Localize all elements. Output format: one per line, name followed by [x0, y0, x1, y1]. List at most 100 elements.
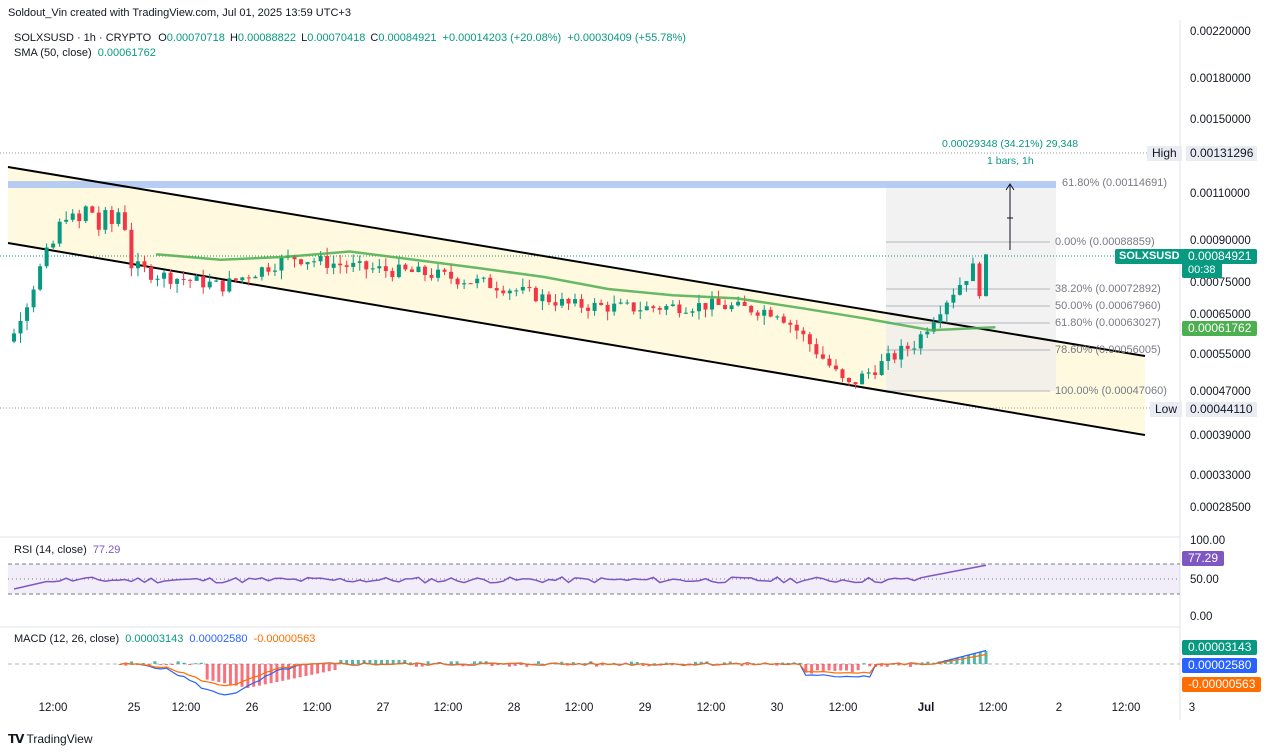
time-tick: 3 [1188, 702, 1196, 714]
change2-value: +0.00030409 (+55.78%) [567, 32, 686, 44]
candle-body [710, 298, 715, 310]
time-tick: 2 [1055, 702, 1063, 714]
candle-body [38, 266, 43, 290]
macd-histogram-bar [153, 661, 157, 664]
symbol-tag: SOLXSUSD [1115, 249, 1184, 264]
candle-body [899, 345, 904, 360]
macd-histogram-bar [699, 661, 703, 664]
macd-histogram-bar [374, 660, 378, 664]
macd-histogram-bar [897, 664, 901, 666]
macd-histogram-bar [350, 660, 354, 664]
candle-body [820, 354, 825, 359]
candle-body [240, 277, 245, 281]
candle-body [520, 286, 525, 291]
macd-histogram-bar [868, 664, 872, 667]
macd-legend[interactable]: MACD (12, 26, close) 0.00003143 0.000025… [14, 633, 315, 646]
candle-body [612, 303, 617, 312]
fib-level-label: 61.80% (0.00114691) [1062, 177, 1167, 189]
candle-body [762, 309, 767, 316]
macd-histogram-bar [455, 661, 459, 664]
fib-level-label: 78.60% (0.00056005) [1055, 344, 1161, 356]
macd-histogram-bar [932, 662, 936, 664]
close-label: C [370, 32, 379, 44]
candle-body [879, 361, 884, 376]
macd-histogram-bar [961, 656, 965, 664]
candle-body [938, 314, 943, 323]
candle-body [83, 206, 88, 222]
macd-histogram-bar [252, 664, 256, 687]
time-tick: 12:00 [978, 702, 1008, 714]
macd-line-value: 0.00002580 [189, 633, 248, 645]
time-tick: 27 [376, 702, 390, 714]
tradingview-logo-icon: 𝗧𝗩 [8, 732, 25, 746]
time-tick: 30 [770, 702, 784, 714]
candle-body [344, 265, 349, 267]
channel-lower [7, 242, 1146, 436]
macd-histogram-bar [525, 664, 529, 667]
macd-histogram-bar [461, 664, 465, 667]
macd-histogram-bar [513, 664, 517, 666]
low-value: 0.00070418 [307, 32, 366, 44]
sma-legend[interactable]: SMA (50, close) 0.00061762 [14, 47, 156, 60]
rsi-axis-0: 0.00 [1190, 611, 1213, 623]
macd-histogram-bar [914, 663, 918, 665]
candle-body [716, 298, 721, 305]
time-tick: 12:00 [1111, 702, 1141, 714]
rsi-legend[interactable]: RSI (14, close) 77.29 [14, 544, 120, 557]
macd-histogram-bar [385, 660, 389, 664]
candle-body [749, 305, 754, 313]
macd-histogram-bar [536, 661, 540, 664]
macd-histogram-bar [188, 664, 192, 665]
candle-body [25, 307, 30, 321]
macd-histogram-bar [984, 651, 988, 664]
price-tick: 0.00047000 [1190, 386, 1251, 398]
candle-body [475, 278, 480, 284]
macd-histogram-bar [833, 664, 837, 671]
macd-histogram-bar [380, 660, 384, 664]
macd-histogram-bar [955, 657, 959, 664]
macd-histogram-bar [135, 664, 139, 665]
candle-body [840, 369, 845, 378]
candle-body [318, 255, 323, 262]
macd-histogram-bar [199, 662, 203, 664]
symbol-line[interactable]: SOLXSUSD · 1h · CRYPTO [14, 32, 152, 44]
macd-histogram-bar [147, 664, 151, 666]
macd-histogram-bar [164, 664, 168, 665]
candle-body [409, 269, 414, 273]
macd-histogram-bar [176, 661, 180, 664]
time-tick: 12:00 [433, 702, 463, 714]
macd-histogram-bar [856, 664, 860, 671]
channel-upper [7, 166, 1146, 357]
candle-body [644, 306, 649, 311]
candle-body [468, 283, 473, 285]
price-tick: 0.00039000 [1190, 430, 1251, 442]
macd-histogram-bar [257, 664, 261, 686]
macd-histogram-bar [641, 664, 645, 667]
macd-histogram-bar [194, 663, 198, 665]
macd-histogram-bar [815, 664, 819, 671]
candle-body [377, 266, 382, 269]
candle-body [690, 311, 695, 313]
macd-histogram-bar [159, 664, 163, 665]
candle-body [638, 310, 643, 312]
macd-histogram-bar [327, 664, 331, 672]
price-tick: 0.00028500 [1190, 502, 1251, 514]
price-tick: 0.00150000 [1190, 114, 1251, 126]
candle-body [396, 264, 401, 278]
candle-body [814, 344, 819, 355]
macd-histogram-bar [368, 660, 372, 664]
time-tick: Jul [917, 702, 935, 714]
fib-level-label: 50.00% (0.00067960) [1055, 300, 1161, 312]
candle-body [951, 294, 956, 303]
candle-body [266, 267, 271, 272]
macd-histogram-bar [664, 662, 668, 664]
candle-body [57, 221, 62, 244]
candle-body [233, 278, 238, 281]
candle-body [51, 243, 56, 248]
macd-histogram-bar [670, 664, 674, 666]
macd-histogram-bar [304, 664, 308, 676]
candle-body [736, 301, 741, 306]
candle-body [462, 283, 467, 285]
candle-body [670, 304, 675, 306]
